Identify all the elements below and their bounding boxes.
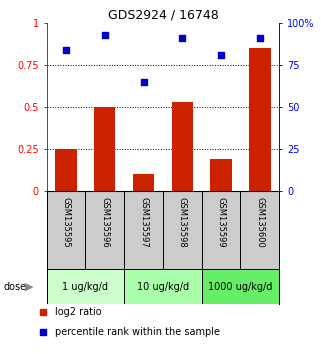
Bar	[202, 269, 279, 304]
Point	[219, 52, 224, 58]
Text: GSM135598: GSM135598	[178, 198, 187, 248]
Bar	[211, 159, 232, 191]
Text: GSM135596: GSM135596	[100, 198, 109, 248]
Text: log2 ratio: log2 ratio	[55, 307, 102, 317]
Text: dose: dose	[3, 282, 26, 292]
Bar	[172, 102, 193, 191]
Bar	[249, 48, 271, 191]
Point	[257, 35, 263, 41]
Point	[40, 329, 46, 335]
Bar	[124, 269, 202, 304]
Bar	[133, 175, 154, 191]
Text: GSM135597: GSM135597	[139, 198, 148, 248]
Text: 10 ug/kg/d: 10 ug/kg/d	[137, 282, 189, 292]
Bar	[55, 149, 77, 191]
Point	[40, 309, 46, 315]
Bar	[47, 269, 124, 304]
Text: percentile rank within the sample: percentile rank within the sample	[55, 327, 221, 337]
Point	[63, 47, 68, 53]
Point	[180, 35, 185, 41]
Title: GDS2924 / 16748: GDS2924 / 16748	[108, 9, 218, 22]
Text: 1 ug/kg/d: 1 ug/kg/d	[62, 282, 108, 292]
Point	[141, 79, 146, 85]
Point	[102, 32, 107, 38]
Text: GSM135600: GSM135600	[256, 198, 265, 248]
Bar	[94, 107, 115, 191]
Text: GSM135595: GSM135595	[61, 198, 70, 248]
Text: GSM135599: GSM135599	[217, 198, 226, 248]
Text: ▶: ▶	[25, 282, 33, 292]
Text: 1000 ug/kg/d: 1000 ug/kg/d	[208, 282, 273, 292]
